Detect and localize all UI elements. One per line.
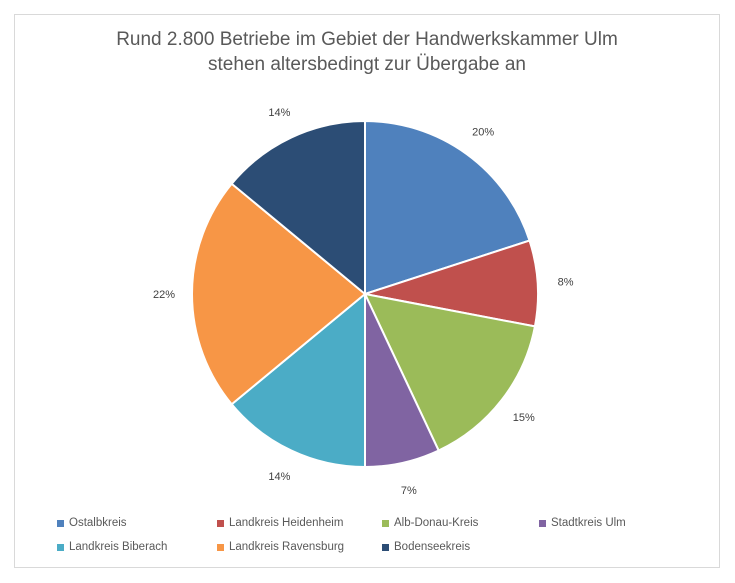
legend-swatch [217, 519, 224, 527]
legend-label: Stadtkreis Ulm [551, 517, 626, 529]
legend-label: Landkreis Ravensburg [229, 541, 345, 553]
legend-swatch [382, 519, 389, 527]
legend-item: Alb-Donau-Kreis [382, 517, 478, 529]
legend-swatch [382, 543, 389, 551]
data-label: 20% [472, 126, 494, 138]
data-label: 8% [558, 276, 574, 288]
data-label: 7% [401, 485, 417, 497]
data-label: 14% [268, 107, 290, 119]
data-label: 15% [513, 412, 535, 424]
legend-label: Alb-Donau-Kreis [394, 517, 479, 529]
legend-label: Ostalbkreis [69, 517, 127, 529]
chart-title: Rund 2.800 Betriebe im Gebiet der Handwe… [15, 27, 719, 77]
legend-item: Stadtkreis Ulm [539, 517, 626, 529]
pie-slice-landkreis-biberach [230, 291, 366, 469]
legend-item: Landkreis Heidenheim [217, 517, 343, 529]
legend-swatch [217, 543, 224, 551]
legend-item: Bodenseekreis [382, 541, 470, 553]
pie-slice-landkreis-ravensburg [191, 182, 367, 406]
legend-item: Landkreis Biberach [57, 541, 167, 553]
title-line-1: Rund 2.800 Betriebe im Gebiet der Handwe… [116, 29, 618, 50]
pie-slice-alb-donau-kreis [363, 292, 537, 452]
legend-swatch [57, 543, 64, 551]
pie-chart: 20% 8% 15% 7% 14% 22% 14% [153, 107, 574, 497]
legend-label: Landkreis Biberach [69, 541, 168, 553]
legend-item: Ostalbkreis [57, 517, 127, 529]
pie-slice-ostalbkreis [364, 119, 531, 296]
title-line-2: stehen altersbedingt zur Übergabe an [208, 54, 526, 75]
pie-slice-bodenseekreis [230, 119, 366, 297]
legend-swatch [57, 519, 64, 527]
legend-label: Bodenseekreis [394, 541, 471, 553]
data-label: 14% [268, 471, 290, 483]
data-label: 22% [153, 289, 175, 301]
legend-label: Landkreis Heidenheim [229, 517, 344, 529]
chart-area: Rund 2.800 Betriebe im Gebiet der Handwe… [14, 14, 720, 568]
legend-swatch [539, 519, 546, 527]
legend-item: Landkreis Ravensburg [217, 541, 344, 553]
